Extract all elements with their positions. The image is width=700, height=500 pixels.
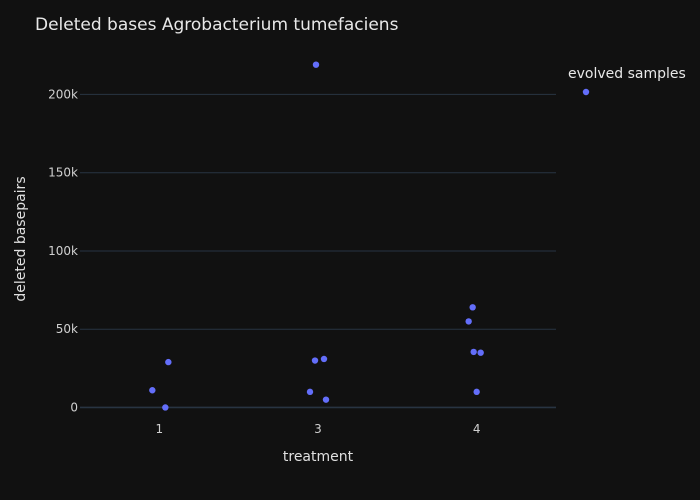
y-tick-label: 100k <box>48 244 78 258</box>
data-point[interactable] <box>473 388 480 396</box>
data-point[interactable] <box>165 358 172 366</box>
y-tick-label: 50k <box>56 322 78 336</box>
data-point[interactable] <box>312 61 320 68</box>
legend[interactable]: evolved samples <box>568 66 686 96</box>
legend-marker <box>582 88 590 96</box>
data-point[interactable] <box>311 357 319 364</box>
data-point[interactable] <box>469 304 476 311</box>
data-point[interactable] <box>477 349 484 356</box>
data-point[interactable] <box>306 388 314 396</box>
x-tick-label: 4 <box>473 422 481 436</box>
x-axis-title: treatment <box>283 449 354 465</box>
y-axis-title: deleted basepairs <box>13 176 29 301</box>
x-axis-ticks: 1 3 4 <box>156 422 481 436</box>
data-points <box>149 61 484 411</box>
x-tick-label: 3 <box>314 422 322 436</box>
data-point[interactable] <box>470 348 477 356</box>
gridlines <box>80 93 556 409</box>
y-tick-label: 200k <box>48 87 78 101</box>
y-tick-label: 150k <box>48 166 78 180</box>
data-point[interactable] <box>322 396 330 403</box>
x-tick-label: 1 <box>156 422 164 436</box>
y-axis-ticks: 0 50k 100k 150k 200k <box>48 87 78 414</box>
data-point[interactable] <box>320 355 328 363</box>
y-tick-label: 0 <box>70 400 78 414</box>
chart-title: Deleted bases Agrobacterium tumefaciens <box>35 15 399 35</box>
data-point[interactable] <box>149 387 156 394</box>
data-point[interactable] <box>465 318 472 325</box>
legend-title: evolved samples <box>568 66 686 82</box>
data-point[interactable] <box>162 404 169 411</box>
